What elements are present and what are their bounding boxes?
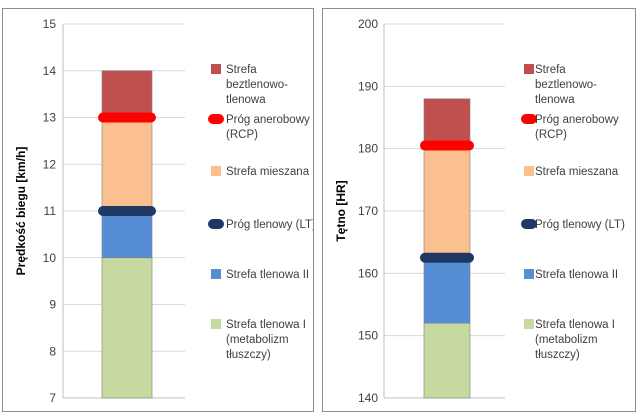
legend-item-strefa-tlenowa-i-metabolizm-tluszczy: Strefa tlenowa I (metabolizm tłuszczy): [211, 319, 306, 361]
legend-item-strefa-tlenowa-i-metabolizm-tluszczy: Strefa tlenowa I (metabolizm tłuszczy): [524, 319, 615, 361]
threshold-marker-prog-tlenowy-lt: [420, 252, 474, 263]
zone-bar-strefa-tlenowa-i-metabolizm-tluszczy: [101, 257, 153, 399]
legend-label: tłuszczy): [535, 349, 580, 361]
y-tick-label: 190: [358, 79, 378, 93]
legend-label: tlenowa: [226, 94, 266, 106]
legend-swatch: [521, 114, 537, 124]
legend-item-strefa-mieszana: Strefa mieszana: [211, 166, 310, 178]
y-tick-label: 150: [358, 329, 378, 343]
legend-label: Próg tlenowy (LT): [535, 219, 625, 231]
legend-label: Strefa tlenowa II: [535, 269, 618, 281]
legend-swatch: [521, 219, 537, 229]
legend-label: (RCP): [535, 129, 567, 141]
y-tick-label: 8: [49, 344, 56, 358]
legend-item-strefa-tlenowa-ii: Strefa tlenowa II: [211, 269, 309, 281]
zone-bar-strefa-tlenowa-ii: [101, 210, 153, 259]
legend-swatch: [211, 269, 221, 279]
legend-swatch: [211, 64, 221, 74]
legend-swatch: [211, 166, 221, 176]
legend-item-strefa-tlenowa-ii: Strefa tlenowa II: [524, 269, 618, 281]
legend-swatch: [208, 219, 224, 229]
threshold-marker-prog-anerobowy-rcp: [420, 140, 474, 151]
legend-swatch: [524, 64, 534, 74]
legend-item-prog-tlenowy-lt: Próg tlenowy (LT): [208, 219, 316, 231]
y-axis-label: Prędkość biegu [km/h]: [14, 147, 28, 276]
speed-zones-chart: 7 8 9 10 11 12 13 14 15 Prędkość biegu [km/h] Stre…: [14, 17, 316, 405]
zone-bar-strefa-tlenowa-ii: [423, 257, 471, 324]
y-tick-label: 14: [43, 64, 57, 78]
y-tick-label: 12: [43, 157, 57, 171]
legend-label: Strefa: [535, 64, 566, 76]
legend-label: (metabolizm: [535, 334, 598, 346]
legend-item-strefa-beztlenowo-tlenowa: Strefa beztlenowo-tlenowa: [211, 64, 288, 106]
threshold-marker-prog-anerobowy-rcp: [98, 112, 156, 123]
legend-label: Próg anerobowy: [226, 114, 310, 126]
speed-zones-chart-panel: 7 8 9 10 11 12 13 14 15 Prędkość biegu [km/h] Stre…: [2, 8, 316, 412]
legend-label: Strefa tlenowa I: [535, 319, 615, 331]
legend-label: beztlenowo-: [535, 79, 597, 91]
legend-label: (RCP): [226, 129, 258, 141]
legend-item-strefa-beztlenowo-tlenowa: Strefa beztlenowo-tlenowa: [524, 64, 597, 106]
y-tick-label: 170: [358, 204, 378, 218]
heart-rate-zones-chart-panel: 140 150 160 170 180 190 200 Tętno [HR] Strefa bez…: [322, 8, 636, 412]
y-tick-label: 160: [358, 266, 378, 280]
legend-swatch: [524, 319, 534, 329]
y-tick-label: 11: [44, 204, 57, 218]
y-tick-label: 13: [43, 111, 57, 125]
legend-label: Strefa mieszana: [226, 166, 310, 178]
y-tick-label: 140: [358, 391, 378, 405]
legend-item-strefa-mieszana: Strefa mieszana: [524, 166, 619, 178]
zone-bar-strefa-tlenowa-i-metabolizm-tluszczy: [423, 322, 471, 399]
y-tick-label: 7: [49, 391, 56, 405]
y-tick-label: 180: [358, 142, 378, 156]
legend-label: Strefa tlenowa II: [226, 269, 309, 281]
y-tick-label: 9: [49, 298, 56, 312]
legend-label: Strefa: [226, 64, 257, 76]
zone-bar-strefa-beztlenowo-tlenowa: [423, 98, 471, 146]
legend-item-prog-anerobowy-rcp: Próg anerobowy (RCP): [521, 114, 619, 141]
legend-label: tłuszczy): [226, 349, 271, 361]
legend-swatch: [211, 319, 221, 329]
legend-label: tlenowa: [535, 94, 575, 106]
legend-label: beztlenowo-: [226, 79, 288, 91]
zone-bar-strefa-mieszana: [101, 117, 153, 212]
legend-swatch: [208, 114, 224, 124]
y-tick-label: 200: [358, 17, 378, 31]
legend-label: Strefa mieszana: [535, 166, 619, 178]
legend-label: (metabolizm: [226, 334, 289, 346]
legend-swatch: [524, 166, 534, 176]
legend-swatch: [524, 269, 534, 279]
y-tick-label: 15: [43, 17, 57, 31]
y-axis-label: Tętno [HR]: [334, 180, 348, 241]
legend-item-prog-anerobowy-rcp: Próg anerobowy (RCP): [208, 114, 310, 141]
zone-bar-strefa-beztlenowo-tlenowa: [101, 70, 153, 118]
threshold-marker-prog-tlenowy-lt: [98, 206, 156, 216]
legend-item-prog-tlenowy-lt: Próg tlenowy (LT): [521, 219, 625, 231]
legend-label: Strefa tlenowa I: [226, 319, 306, 331]
legend-label: Próg tlenowy (LT): [226, 219, 313, 231]
y-tick-label: 10: [43, 251, 57, 265]
heart-rate-zones-chart: 140 150 160 170 180 190 200 Tętno [HR] Strefa bez…: [334, 17, 625, 405]
zone-bar-strefa-mieszana: [423, 145, 471, 259]
legend-label: Próg anerobowy: [535, 114, 619, 126]
